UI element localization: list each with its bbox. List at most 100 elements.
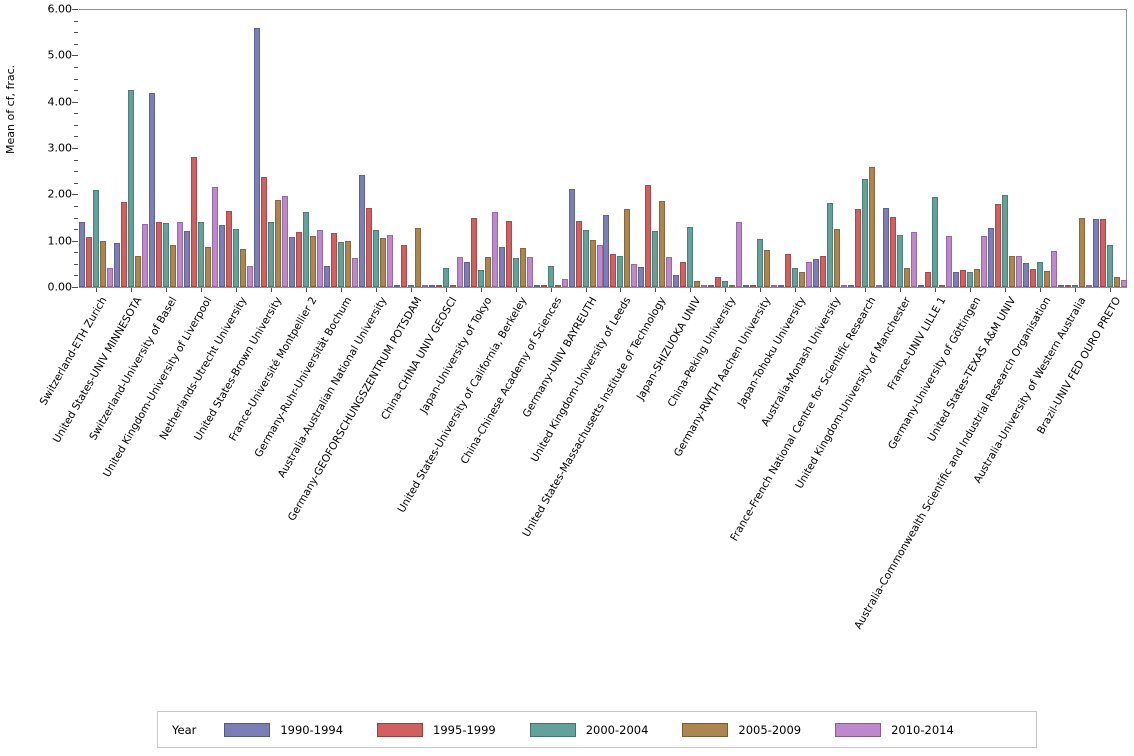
bar-group bbox=[358, 9, 393, 287]
y-tick-mark bbox=[74, 43, 78, 45]
bar bbox=[135, 255, 142, 287]
legend: Year 1990-1994 1995-1999 2000-2004 2005-200… bbox=[157, 711, 1037, 748]
bar bbox=[512, 257, 519, 287]
bar bbox=[1022, 262, 1029, 287]
y-tick-mark bbox=[74, 90, 78, 92]
y-tick-mark bbox=[74, 136, 78, 138]
x-tick-mark bbox=[201, 288, 203, 292]
bar-group bbox=[952, 9, 987, 287]
bar bbox=[519, 248, 526, 287]
legend-entry[interactable]: 1995-1999 bbox=[377, 722, 496, 737]
y-tick-mark bbox=[74, 252, 78, 254]
bar-group bbox=[813, 9, 848, 287]
bar bbox=[282, 195, 289, 287]
bar bbox=[869, 166, 875, 287]
bar bbox=[372, 230, 379, 287]
bar bbox=[149, 92, 156, 287]
bar bbox=[638, 266, 645, 287]
y-tick-mark bbox=[74, 159, 78, 161]
bar bbox=[743, 285, 750, 287]
legend-swatch bbox=[529, 722, 576, 737]
bar bbox=[226, 211, 233, 287]
bar bbox=[1071, 285, 1078, 287]
y-tick-mark bbox=[72, 194, 78, 196]
bar bbox=[848, 285, 854, 287]
x-tick-mark bbox=[341, 288, 342, 292]
y-tick-mark bbox=[72, 148, 78, 149]
y-axis-tick-labels: 0.00 1.00 2.00 3.00 4.00 5.00 6.00 bbox=[22, 0, 73, 300]
bar bbox=[540, 284, 547, 287]
legend-entry[interactable]: 1990-1994 bbox=[224, 722, 343, 737]
y-tick-mark bbox=[74, 20, 78, 22]
x-tick-mark bbox=[306, 288, 308, 292]
bar bbox=[792, 267, 799, 287]
bar bbox=[296, 231, 303, 287]
y-tick-label: 0.00 bbox=[47, 280, 73, 294]
bar bbox=[589, 239, 596, 287]
bar bbox=[631, 263, 638, 287]
bar bbox=[938, 285, 945, 287]
bar bbox=[813, 259, 820, 287]
x-tick-mark bbox=[166, 288, 168, 292]
bar bbox=[484, 256, 491, 287]
bar bbox=[827, 203, 834, 287]
bar bbox=[142, 224, 149, 287]
bar bbox=[1043, 270, 1050, 287]
bar bbox=[973, 268, 980, 287]
legend-swatch bbox=[682, 722, 729, 737]
bar-group bbox=[778, 9, 813, 287]
bar bbox=[882, 208, 889, 287]
bar bbox=[680, 261, 687, 287]
bar bbox=[1085, 285, 1092, 287]
legend-label: 2005-2009 bbox=[738, 722, 802, 737]
legend-swatch bbox=[835, 722, 882, 737]
legend-title: Year bbox=[172, 722, 197, 737]
bar bbox=[750, 285, 757, 287]
bar bbox=[1036, 261, 1043, 287]
bar bbox=[945, 236, 952, 287]
bar bbox=[757, 239, 764, 287]
bar bbox=[156, 222, 163, 287]
y-tick-label: 4.00 bbox=[47, 95, 73, 109]
bar bbox=[442, 267, 449, 287]
bar bbox=[100, 240, 107, 287]
bar bbox=[687, 227, 694, 287]
legend-entry[interactable]: 2005-2009 bbox=[682, 722, 802, 737]
bar bbox=[79, 221, 86, 287]
bar bbox=[331, 232, 337, 287]
bar bbox=[1064, 285, 1071, 287]
y-tick-mark bbox=[74, 66, 78, 68]
bar-group bbox=[708, 9, 743, 287]
y-tick-label: 2.00 bbox=[47, 187, 73, 201]
y-tick-mark bbox=[72, 55, 78, 57]
bar bbox=[896, 234, 903, 287]
legend-label: 1995-1999 bbox=[433, 722, 496, 737]
legend-label: 2000-2004 bbox=[585, 722, 649, 737]
legend-entry[interactable]: 2000-2004 bbox=[529, 722, 649, 737]
bar-group bbox=[533, 9, 568, 287]
bar bbox=[289, 236, 296, 287]
bar bbox=[247, 265, 254, 287]
y-tick-label: 3.00 bbox=[47, 141, 73, 155]
bar-group bbox=[428, 9, 463, 287]
bar-group bbox=[848, 9, 882, 287]
bar-group bbox=[882, 9, 917, 287]
x-tick-mark bbox=[96, 288, 98, 292]
bar bbox=[917, 285, 924, 287]
bar bbox=[952, 271, 959, 287]
bar bbox=[491, 212, 498, 287]
bar bbox=[1057, 285, 1064, 287]
bar-group bbox=[79, 9, 114, 287]
x-tick-mark bbox=[515, 288, 517, 292]
x-tick-mark bbox=[865, 288, 866, 292]
legend-entries: 1990-1994 1995-1999 2000-2004 2005-2009 2010… bbox=[224, 722, 987, 737]
x-tick-mark bbox=[795, 288, 797, 292]
bar bbox=[1029, 269, 1036, 287]
x-tick-mark bbox=[480, 288, 482, 292]
legend-entry[interactable]: 2010-2014 bbox=[835, 722, 954, 737]
bar bbox=[428, 285, 435, 287]
bar-group bbox=[917, 9, 952, 287]
bar bbox=[1106, 245, 1113, 287]
bar bbox=[352, 257, 358, 287]
